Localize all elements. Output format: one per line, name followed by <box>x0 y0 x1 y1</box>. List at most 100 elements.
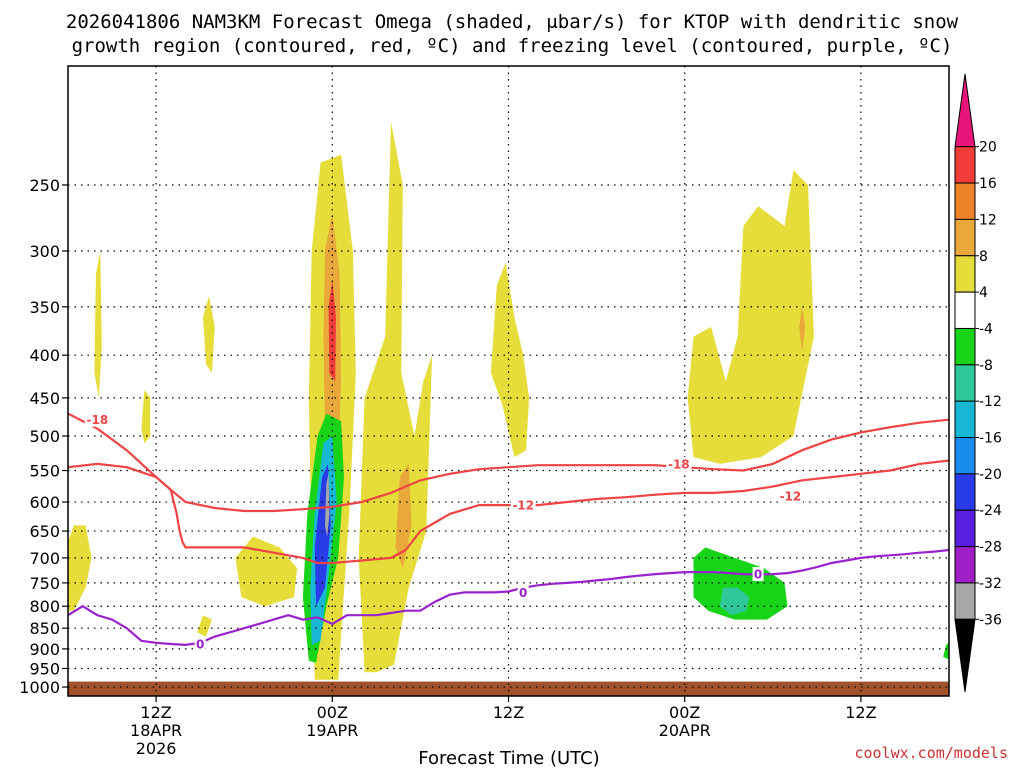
contour-line-2 <box>68 548 949 647</box>
shade-ascent-tall-column <box>358 121 433 673</box>
chart-title-line-1: 2026041806 NAM3KM Forecast Omega (shaded… <box>66 11 959 33</box>
colorbar-label-9: -20 <box>979 467 1002 483</box>
shade-descent-mid-sfc <box>476 660 509 676</box>
colorbar-bottom-arrow <box>954 618 976 693</box>
colorbar-label-5: -4 <box>979 321 993 337</box>
shade-descent-top-right <box>717 199 732 286</box>
x-tick-label-18: 00Z <box>317 703 348 722</box>
colorbar-label-3: 8 <box>979 249 988 265</box>
colorbar-label-2: 12 <box>979 212 997 228</box>
colorbar: 20 16 12 8 4 -4 -8 -12 -16 -20 -24 -28 -32 -36 <box>954 73 1002 693</box>
shade-descent-left-b <box>144 552 162 620</box>
x-tick-date-42: 20APR <box>659 721 711 740</box>
colorbar-top-arrow <box>954 73 976 148</box>
colorbar-bin-5 <box>954 291 976 329</box>
shade-descent-left-a <box>115 443 151 502</box>
colorbar-bin-1 <box>954 146 976 184</box>
contour-label-bg-6 <box>752 567 764 582</box>
contour-line-1 <box>68 459 949 565</box>
contour-labels-layer: -18 -18 -12 -12 0 0 0 <box>84 412 803 652</box>
colorbar-label-0: 20 <box>979 140 997 156</box>
colorbar-label-10: -24 <box>979 503 1002 519</box>
shade-ascent-upper-main-max <box>328 280 336 382</box>
shade-ascent-right-core <box>799 306 806 351</box>
colorbar-label-13: -36 <box>979 612 1002 628</box>
colorbar-label-11: -28 <box>979 540 1002 556</box>
x-tick-date-6: 18APR <box>130 721 182 740</box>
shade-ascent-small-blob <box>203 296 215 373</box>
x-tick-date-18: 19APR <box>306 721 358 740</box>
colorbar-label-6: -8 <box>979 358 993 374</box>
x-axis-title: Forecast Time (UTC) <box>418 748 599 768</box>
colorbar-bin-8 <box>954 400 976 439</box>
colorbar-label-4: 4 <box>979 285 988 301</box>
contour-label-bg-4 <box>194 637 206 652</box>
colorbar-label-12: -32 <box>979 576 1002 592</box>
colorbar-bin-3 <box>954 218 976 257</box>
shade-ascent-left-column <box>68 525 92 611</box>
y-tick-label-450: 450 <box>29 389 60 408</box>
y-tick-label-500: 500 <box>29 427 60 446</box>
contour-label-4: 0 <box>196 638 204 652</box>
y-tick-label-700: 700 <box>29 549 60 568</box>
y-tick-label-950: 950 <box>29 659 60 678</box>
colorbar-bin-12 <box>954 546 976 584</box>
y-tick-label-400: 400 <box>29 346 60 365</box>
colorbar-bin-10 <box>954 473 976 511</box>
y-tick-label-1000: 1000 <box>19 678 60 697</box>
x-tick-label-54: 12Z <box>845 703 876 722</box>
shade-descent-right-core <box>719 587 750 616</box>
y-tick-label-250: 250 <box>29 176 60 195</box>
colorbar-bin-4 <box>954 255 976 293</box>
contour-label-2: -12 <box>512 499 534 513</box>
contour-label-bg-3 <box>777 488 803 503</box>
ground-layer <box>68 681 949 696</box>
contour-label-bg-5 <box>517 585 529 600</box>
contour-label-5: 0 <box>519 586 527 600</box>
contour-label-1: -18 <box>668 457 690 471</box>
omega-shading-layer <box>68 121 949 680</box>
colorbar-bin-2 <box>954 182 976 220</box>
shade-descent-far-right <box>849 603 949 676</box>
contour-label-bg-2 <box>510 498 536 513</box>
credit-text: coolwx.com/models <box>854 744 1008 762</box>
y-tick-label-750: 750 <box>29 574 60 593</box>
contour-lines-layer <box>68 412 949 647</box>
y-tick-label-850: 850 <box>29 619 60 638</box>
pressure-gridlines <box>68 66 949 696</box>
y-tick-label-650: 650 <box>29 522 60 541</box>
shade-ascent-mid-upper <box>490 262 530 458</box>
shade-descent-main-max <box>325 473 330 537</box>
colorbar-bin-11 <box>954 509 976 548</box>
colorbar-bin-6 <box>954 327 976 366</box>
shade-descent-mid-low <box>493 610 565 647</box>
colorbar-label-8: -16 <box>979 431 1002 447</box>
y-tick-label-600: 600 <box>29 493 60 512</box>
colorbar-label-7: -12 <box>979 394 1002 410</box>
colorbar-bin-7 <box>954 364 976 402</box>
contour-line-0 <box>68 412 949 513</box>
x-tick-label-30: 12Z <box>493 703 524 722</box>
colorbar-bin-9 <box>954 437 976 475</box>
contour-label-bg-1 <box>666 456 692 471</box>
pressure-axis: 250 300 350 400 450 500 550 600 650 700 750 800 850 9… <box>19 176 68 697</box>
contour-label-bg-0 <box>84 412 110 427</box>
x-tick-year-6: 2026 <box>136 739 177 758</box>
shade-descent-right-mid <box>693 547 788 620</box>
y-tick-label-550: 550 <box>29 462 60 481</box>
shade-ascent-right-block <box>687 170 814 464</box>
x-tick-label-42: 00Z <box>669 703 700 722</box>
shade-ascent-left-streak <box>94 251 102 398</box>
y-tick-label-800: 800 <box>29 597 60 616</box>
x-tick-label-6: 12Z <box>140 703 171 722</box>
colorbar-bin-13 <box>954 582 976 620</box>
shade-ascent-left-small <box>141 389 151 444</box>
ground-fill <box>68 681 949 696</box>
contour-label-3: -12 <box>780 489 802 503</box>
shade-descent-far-right-small <box>943 642 949 660</box>
y-tick-label-350: 350 <box>29 298 60 317</box>
shade-ascent-small-850 <box>197 615 212 637</box>
contour-label-0: -18 <box>87 413 109 427</box>
